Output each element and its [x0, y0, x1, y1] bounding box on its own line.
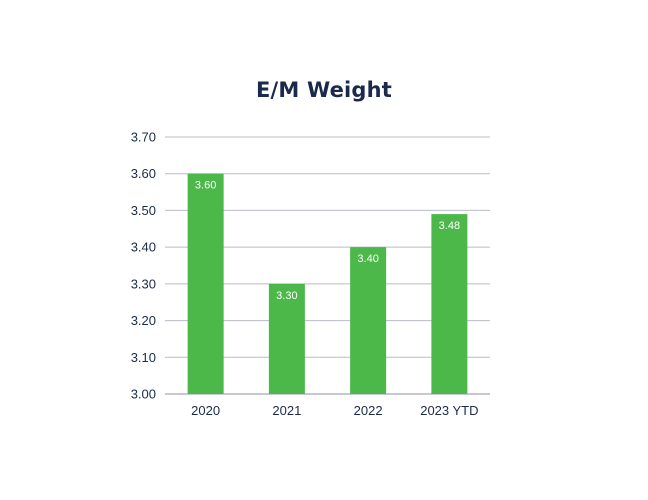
y-tick-label: 3.00	[131, 387, 156, 402]
y-tick-label: 3.30	[131, 276, 156, 291]
x-tick-label: 2023 YTD	[420, 403, 478, 418]
y-tick-label: 3.10	[131, 350, 156, 365]
data-label: 3.48	[439, 220, 460, 232]
bar	[350, 247, 387, 394]
y-tick-label: 3.40	[131, 240, 156, 255]
data-label: 3.60	[195, 180, 216, 192]
bar	[187, 173, 224, 394]
bar	[268, 283, 305, 394]
y-tick-label: 3.70	[131, 130, 156, 145]
bar	[431, 214, 468, 394]
x-tick-label: 2021	[272, 403, 301, 418]
data-label: 3.40	[357, 253, 378, 265]
y-tick-label: 3.20	[131, 313, 156, 328]
data-label: 3.30	[276, 290, 297, 302]
x-tick-label: 2020	[191, 403, 220, 418]
y-tick-label: 3.50	[131, 203, 156, 218]
x-tick-label: 2022	[354, 403, 383, 418]
y-tick-label: 3.60	[131, 166, 156, 181]
chart-title: E/M Weight	[255, 78, 393, 102]
